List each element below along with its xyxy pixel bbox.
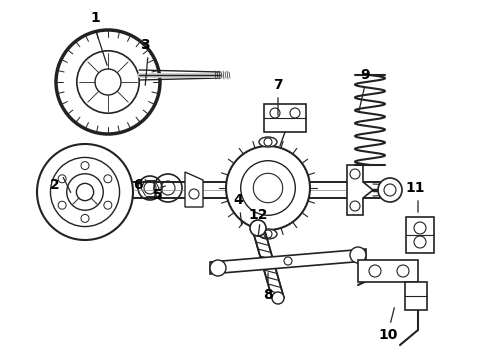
- Circle shape: [378, 178, 402, 202]
- Circle shape: [350, 247, 366, 263]
- Circle shape: [350, 169, 360, 179]
- Ellipse shape: [259, 137, 277, 147]
- Text: 12: 12: [248, 208, 268, 222]
- Text: 3: 3: [140, 38, 150, 52]
- Circle shape: [290, 108, 300, 118]
- Circle shape: [189, 189, 199, 199]
- Circle shape: [414, 236, 426, 248]
- Text: 2: 2: [50, 178, 60, 192]
- Circle shape: [210, 260, 226, 276]
- Circle shape: [270, 108, 280, 118]
- Circle shape: [369, 265, 381, 277]
- Circle shape: [284, 257, 292, 265]
- Circle shape: [250, 220, 266, 236]
- Circle shape: [350, 201, 360, 211]
- Circle shape: [226, 146, 310, 230]
- Text: 8: 8: [263, 288, 273, 302]
- Text: 4: 4: [233, 193, 243, 207]
- Text: 9: 9: [360, 68, 370, 82]
- Text: 10: 10: [378, 328, 398, 342]
- Polygon shape: [210, 249, 366, 274]
- Bar: [264, 104, 306, 132]
- Polygon shape: [347, 165, 373, 215]
- Circle shape: [264, 230, 272, 238]
- Circle shape: [414, 222, 426, 234]
- Polygon shape: [252, 228, 284, 298]
- Text: 6: 6: [133, 178, 143, 192]
- Bar: [405, 282, 427, 310]
- Text: 5: 5: [153, 188, 163, 202]
- Text: 7: 7: [273, 78, 283, 92]
- Polygon shape: [185, 172, 203, 207]
- Bar: [358, 260, 418, 282]
- Text: 11: 11: [405, 181, 425, 195]
- Text: 1: 1: [90, 11, 100, 25]
- Circle shape: [397, 265, 409, 277]
- Circle shape: [264, 138, 272, 146]
- Ellipse shape: [259, 229, 277, 239]
- Circle shape: [272, 292, 284, 304]
- Bar: [406, 217, 434, 253]
